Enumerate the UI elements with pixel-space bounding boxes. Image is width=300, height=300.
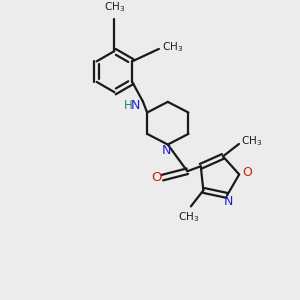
Text: H: H [124, 99, 132, 112]
Text: O: O [242, 166, 252, 179]
Text: CH$_3$: CH$_3$ [104, 1, 125, 14]
Text: N: N [161, 145, 171, 158]
Text: N: N [224, 195, 233, 208]
Text: N: N [131, 99, 140, 112]
Text: O: O [151, 171, 161, 184]
Text: CH$_3$: CH$_3$ [178, 211, 200, 224]
Text: CH$_3$: CH$_3$ [241, 134, 262, 148]
Text: CH$_3$: CH$_3$ [162, 40, 183, 54]
